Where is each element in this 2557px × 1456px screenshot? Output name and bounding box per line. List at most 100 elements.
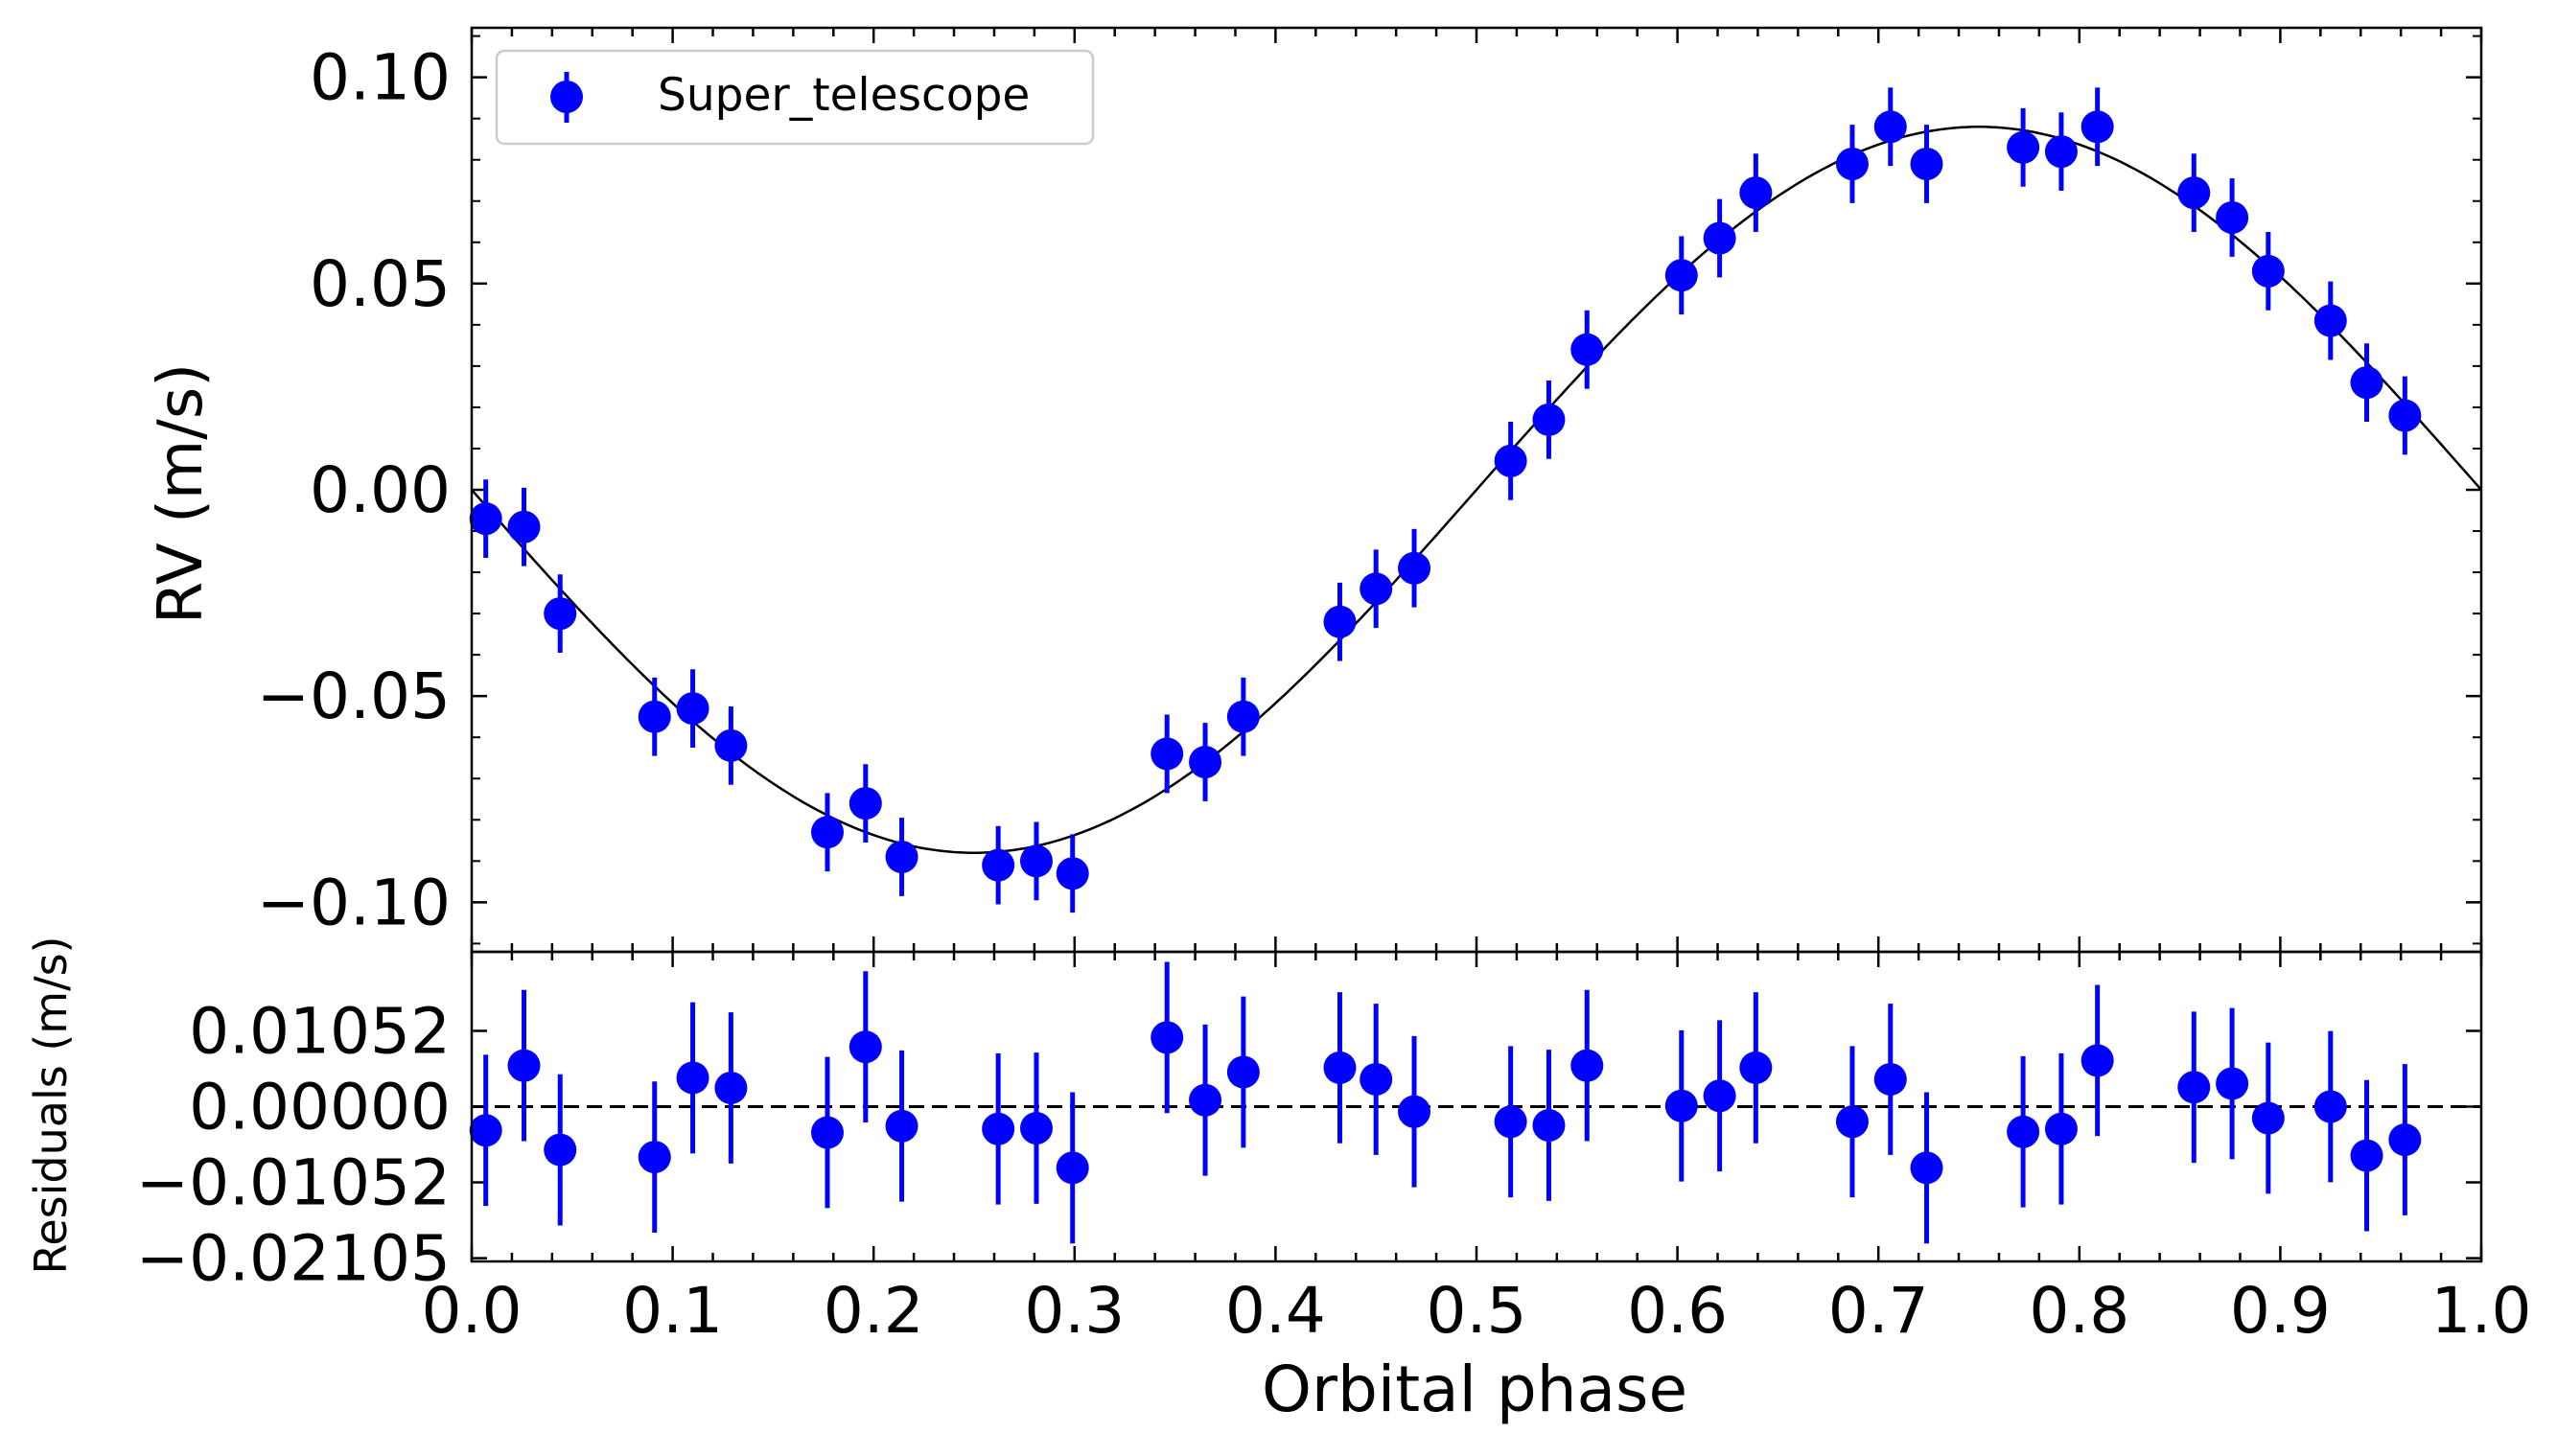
residual-point [1494,1105,1527,1139]
residual-point [1835,1105,1869,1139]
x-tick-label: 0.4 [1225,1274,1326,1348]
legend-marker [550,81,583,113]
rv-model-curve [471,126,2482,854]
residuals-y-tick-label: 0.01052 [189,994,451,1068]
rv-point [885,841,918,874]
rv-point [1398,551,1431,585]
rv-point [2177,176,2211,210]
rv-point [848,787,882,820]
rv-point [1739,176,1773,210]
residual-point [507,1049,541,1082]
x-tick-label: 0.8 [2029,1274,2129,1348]
rv-data-points [469,87,2422,913]
residual-point [1323,1051,1357,1084]
rv-point [1703,221,1736,255]
x-tick-label: 0.0 [422,1274,523,1348]
residual-point [1151,1021,1184,1054]
residual-point [2313,1090,2347,1123]
residual-point [2388,1123,2422,1157]
x-tick-label: 0.1 [622,1274,723,1348]
rv-point [2080,110,2114,144]
x-tick-label: 0.3 [1024,1274,1125,1348]
residual-point [714,1071,748,1104]
residual-point [1873,1062,1907,1096]
rv-point [982,848,1015,882]
residual-point [1532,1109,1566,1143]
x-axis-label: Orbital phase [1262,1352,1687,1426]
x-tick-label: 0.5 [1427,1274,1527,1348]
residual-point [810,1116,844,1149]
rv-point [1226,700,1260,733]
residual-point [544,1133,577,1167]
x-tick-labels: 0.0 0.1 0.2 0.3 0.4 0.5 0.6 0.7 0.8 0.9 1.0 [422,1274,2532,1348]
rv-point [2044,135,2078,169]
rv-y-tick-labels: 0.10 0.05 0.00 −0.05 −0.10 [257,41,451,940]
rv-point [2388,399,2422,432]
residual-point [2216,1067,2249,1100]
residual-point [676,1061,709,1095]
residual-point [2044,1112,2078,1145]
rv-point [1532,403,1566,436]
rv-y-axis-label: RV (m/s) [146,363,217,624]
residuals-y-tick-label: −0.01052 [136,1146,451,1220]
rv-point [1056,857,1089,890]
residual-point [2177,1071,2211,1104]
rv-point [2216,200,2249,234]
residual-point [1664,1089,1698,1122]
rv-point [1019,844,1053,878]
rv-point [1323,605,1357,638]
x-tick-label: 1.0 [2431,1274,2532,1348]
rv-point [638,700,671,733]
rv-point [507,510,541,543]
rv-point [1570,333,1604,366]
x-tick-label: 0.6 [1627,1274,1728,1348]
residual-point [1739,1051,1773,1084]
rv-point [1360,572,1393,606]
rv-point [1664,259,1698,292]
rv-y-tick-label: −0.05 [257,659,451,733]
residual-point [885,1109,918,1143]
rv-point [544,597,577,631]
rv-point [2251,254,2285,288]
legend-box [495,49,1095,146]
rv-y-tick-label: 0.00 [310,453,451,527]
residual-point [1570,1049,1604,1082]
residual-point [2080,1044,2114,1077]
rv-point [1189,746,1222,779]
residual-point [1056,1151,1089,1185]
residual-point [638,1141,671,1174]
residual-point [1910,1151,1943,1185]
residual-point [2007,1115,2040,1148]
rv-y-tick-label: −0.10 [257,866,451,939]
rv-panel: 0.10 0.05 0.00 −0.05 −0.10 RV (m/s) Super_te… [146,26,2483,954]
x-tick-label: 0.7 [1828,1274,1929,1348]
residual-point [1189,1083,1222,1117]
residuals-y-axis-label: Residuals (m/s) [25,936,77,1274]
rv-point [1910,148,1943,181]
residual-point [1019,1112,1053,1145]
legend: Super_telescope [495,49,1095,146]
residuals-y-tick-label: 0.00000 [189,1071,451,1144]
residual-point [982,1112,1015,1145]
residual-point [2251,1101,2285,1135]
residual-point [2350,1139,2383,1172]
residuals-data-points [469,961,2422,1244]
residual-point [1226,1055,1260,1089]
rv-point [2007,130,2040,164]
residuals-y-tick-label: −0.02105 [136,1222,451,1296]
residual-point [1398,1095,1431,1128]
legend-label: Super_telescope [658,69,1030,122]
rv-point [714,728,748,762]
rv-point [1151,737,1184,771]
rv-point [810,816,844,849]
rv-point [1873,110,1907,144]
rv-y-tick-label: 0.10 [310,41,451,115]
residual-point [469,1114,502,1147]
rv-point [469,502,502,536]
rv-point [2313,304,2347,337]
residual-point [1703,1079,1736,1113]
